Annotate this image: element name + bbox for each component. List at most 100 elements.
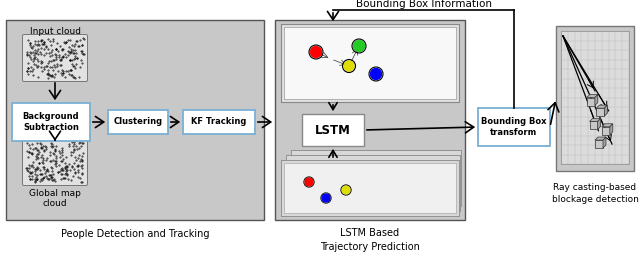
Text: Bounding Box
transform: Bounding Box transform [481,117,547,137]
Point [46,144,56,148]
Point [78,36,88,40]
Point [28,59,38,63]
Point [30,146,40,150]
Point [73,44,83,48]
Point [28,67,38,71]
Point [38,161,49,165]
Point [30,41,40,46]
Point [56,71,66,75]
Point [70,171,80,175]
Point [30,48,40,52]
Point [67,50,77,54]
Circle shape [353,40,365,52]
Point [77,158,88,162]
Point [61,40,71,44]
Polygon shape [596,105,607,108]
Point [60,166,70,170]
Point [39,40,49,44]
Point [36,52,46,56]
Point [28,147,38,151]
Point [57,146,67,150]
Point [68,174,79,178]
Point [47,166,57,170]
Point [22,69,33,74]
Point [29,51,40,55]
Point [45,39,55,43]
Point [56,73,67,77]
Point [77,61,87,65]
Point [32,56,42,61]
Point [38,165,48,169]
Point [61,169,72,173]
Point [63,142,74,146]
Polygon shape [587,95,598,97]
Point [42,64,52,68]
Point [29,180,40,184]
Text: Global map
cloud: Global map cloud [29,189,81,208]
Point [50,72,60,76]
Point [44,51,54,55]
Point [59,176,69,180]
Point [75,140,85,145]
Point [73,163,83,167]
Point [40,145,51,149]
Point [54,53,64,57]
Point [56,57,67,62]
Point [33,152,44,156]
Point [34,161,44,165]
Point [68,64,78,69]
Point [57,153,67,157]
Point [49,58,60,62]
Point [57,68,67,72]
Point [35,179,45,183]
Point [47,74,58,78]
Point [69,147,79,151]
Point [36,178,47,182]
Point [50,147,60,151]
Point [77,43,87,47]
Point [32,65,42,69]
Point [24,150,34,154]
Point [72,164,83,169]
Point [65,153,76,157]
Point [39,40,49,44]
Point [48,144,58,148]
FancyBboxPatch shape [291,150,461,206]
Point [58,157,68,161]
Circle shape [344,61,354,71]
Point [67,140,77,144]
Point [67,48,77,52]
Point [51,143,61,148]
Point [61,55,71,59]
Circle shape [342,186,350,194]
Point [36,61,46,65]
Point [76,180,86,184]
Polygon shape [602,124,613,127]
Point [73,170,83,174]
Point [28,177,38,181]
Point [67,164,77,168]
Point [38,42,48,46]
Point [31,63,41,68]
Point [61,172,72,177]
Point [32,152,42,156]
Point [30,55,40,59]
Point [30,167,40,171]
Point [49,63,59,67]
Point [67,43,77,47]
Point [59,40,69,44]
Circle shape [322,194,330,202]
Point [65,59,75,63]
Point [75,159,85,163]
Point [72,147,83,151]
Point [52,64,62,68]
Point [24,69,35,73]
Point [44,177,54,181]
Point [51,46,61,51]
Point [36,177,46,182]
Circle shape [371,68,381,80]
Point [55,151,65,155]
Point [65,68,76,73]
Point [57,148,67,152]
Point [70,66,80,70]
